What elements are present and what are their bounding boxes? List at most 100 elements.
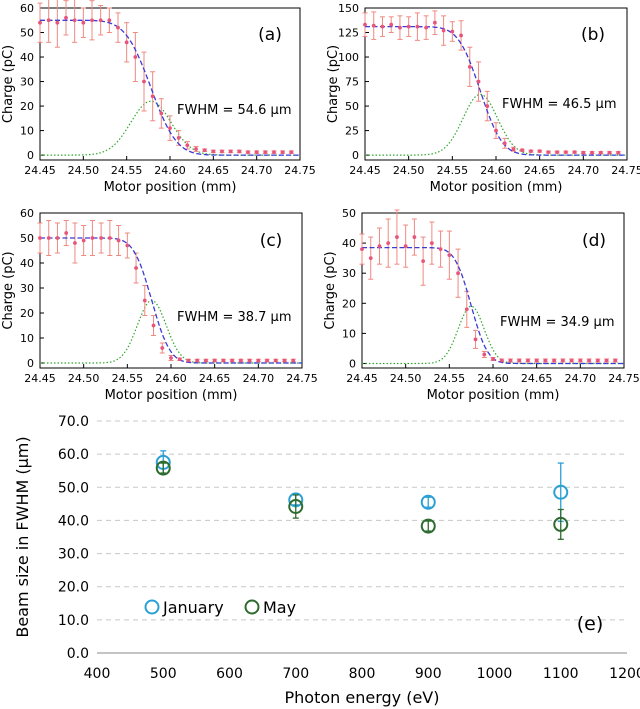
- y-tick-label: 20: [20, 307, 34, 320]
- data-point: [107, 18, 112, 23]
- data-point: [529, 149, 533, 154]
- y-tick-label: 10: [342, 327, 356, 340]
- data-point: [604, 358, 609, 363]
- y-tick-label: 40: [342, 237, 356, 250]
- x-axis-label: Motor position (mm): [430, 180, 563, 195]
- data-point: [546, 150, 551, 155]
- data-point: [613, 358, 618, 363]
- y-tick-label: 25: [345, 125, 359, 138]
- data-point: [371, 23, 376, 28]
- gaussian-profile-curve: [40, 100, 300, 156]
- data-point: [211, 149, 216, 154]
- data-point: [99, 236, 104, 240]
- data-point: [450, 29, 455, 34]
- data-point: [494, 128, 498, 133]
- data-point: [246, 150, 250, 155]
- x-tick-label: 1000: [477, 666, 513, 682]
- data-point: [237, 149, 242, 154]
- x-tick-label: 24.70: [241, 164, 273, 177]
- panel-d: 24.45 24.50 24.55 24.60 24.65 24.70 24.75 0 10 20…: [323, 207, 640, 403]
- y-tick-label: 20.0: [58, 580, 89, 596]
- panel-letter: (b): [581, 25, 605, 45]
- y-tick-label: 20: [20, 100, 34, 113]
- data-point-may: [155, 460, 171, 476]
- y-tick-label: 150: [338, 2, 359, 15]
- data-point: [272, 150, 276, 155]
- data-point-may: [288, 499, 304, 515]
- edge-fit-curve: [40, 237, 302, 364]
- data-point: [607, 150, 612, 155]
- y-tick-label: 0: [349, 357, 356, 370]
- data-point: [186, 358, 191, 363]
- data-point: [360, 247, 364, 252]
- data-point: [555, 150, 560, 155]
- data-point: [151, 323, 156, 328]
- y-tick-label: 50: [20, 27, 34, 40]
- data-point: [46, 236, 51, 240]
- data-point: [238, 358, 243, 363]
- data-point: [212, 358, 217, 363]
- y-tick-label: 0: [27, 149, 34, 162]
- x-tick-label: 400: [84, 666, 111, 682]
- x-tick-label: 24.45: [349, 164, 381, 177]
- y-tick-label: 30: [20, 282, 34, 295]
- data-point: [64, 15, 68, 20]
- y-tick-label: 20: [342, 297, 356, 310]
- data-point: [107, 236, 112, 240]
- x-axis-label: Motor position (mm): [427, 388, 560, 403]
- data-point: [429, 241, 434, 245]
- data-point: [432, 20, 437, 25]
- data-point: [204, 358, 208, 363]
- data-point: [395, 235, 399, 239]
- data-point: [595, 358, 600, 363]
- y-tick-label: 0.0: [67, 646, 89, 662]
- data-point-january: [553, 484, 569, 500]
- x-axis-label: Motor position (mm): [105, 388, 238, 403]
- y-tick-label: 30: [342, 267, 356, 280]
- x-tick-label: 24.75: [284, 164, 316, 177]
- data-point: [90, 236, 95, 240]
- y-tick-label: 60.0: [58, 447, 89, 463]
- legend-label: January: [162, 598, 224, 617]
- y-tick-label: 40: [20, 51, 34, 64]
- data-point: [228, 149, 233, 154]
- data-point: [73, 241, 77, 245]
- data-point: [590, 150, 594, 155]
- data-point: [517, 358, 522, 363]
- y-tick-label: 0: [27, 357, 34, 370]
- data-point: [38, 20, 42, 25]
- y-axis-label: Beam size in FWHM (μm): [13, 436, 32, 637]
- panel-a: 24.45 24.50 24.55 24.60 24.65 24.70 24.75 0 10 20…: [1, 0, 316, 195]
- x-axis-label: Photon energy (eV): [285, 688, 440, 707]
- y-tick-label: 40: [20, 257, 34, 270]
- legend-marker: [244, 599, 260, 615]
- data-point: [526, 358, 530, 363]
- data-point: [406, 24, 411, 29]
- data-point: [282, 358, 287, 363]
- panel-letter: (c): [260, 231, 283, 251]
- data-point: [220, 149, 224, 154]
- panel-letter: (e): [577, 613, 604, 635]
- data-point: [134, 266, 138, 270]
- data-point: [254, 150, 259, 155]
- x-tick-label: 24.50: [393, 164, 425, 177]
- data-point: [569, 358, 574, 363]
- x-tick-label: 24.60: [154, 164, 186, 177]
- x-tick-label: 24.65: [521, 372, 553, 385]
- data-point: [476, 79, 481, 84]
- data-point: [176, 136, 181, 140]
- data-point: [482, 352, 487, 357]
- data-point: [150, 94, 155, 99]
- data-point: [230, 358, 235, 363]
- x-tick-label: 24.45: [24, 164, 56, 177]
- data-point: [38, 236, 42, 240]
- y-tick-label: 50: [20, 232, 34, 245]
- data-point: [398, 25, 402, 30]
- x-tick-label: 600: [216, 666, 243, 682]
- x-tick-label: 24.55: [111, 164, 143, 177]
- y-axis-label: Charge (pC): [1, 45, 16, 123]
- data-point: [447, 253, 452, 258]
- panel-c: 24.45 24.50 24.55 24.60 24.65 24.70 24.75 0 10 20…: [1, 207, 318, 403]
- edge-fit-curve: [40, 19, 300, 156]
- data-point: [81, 238, 86, 243]
